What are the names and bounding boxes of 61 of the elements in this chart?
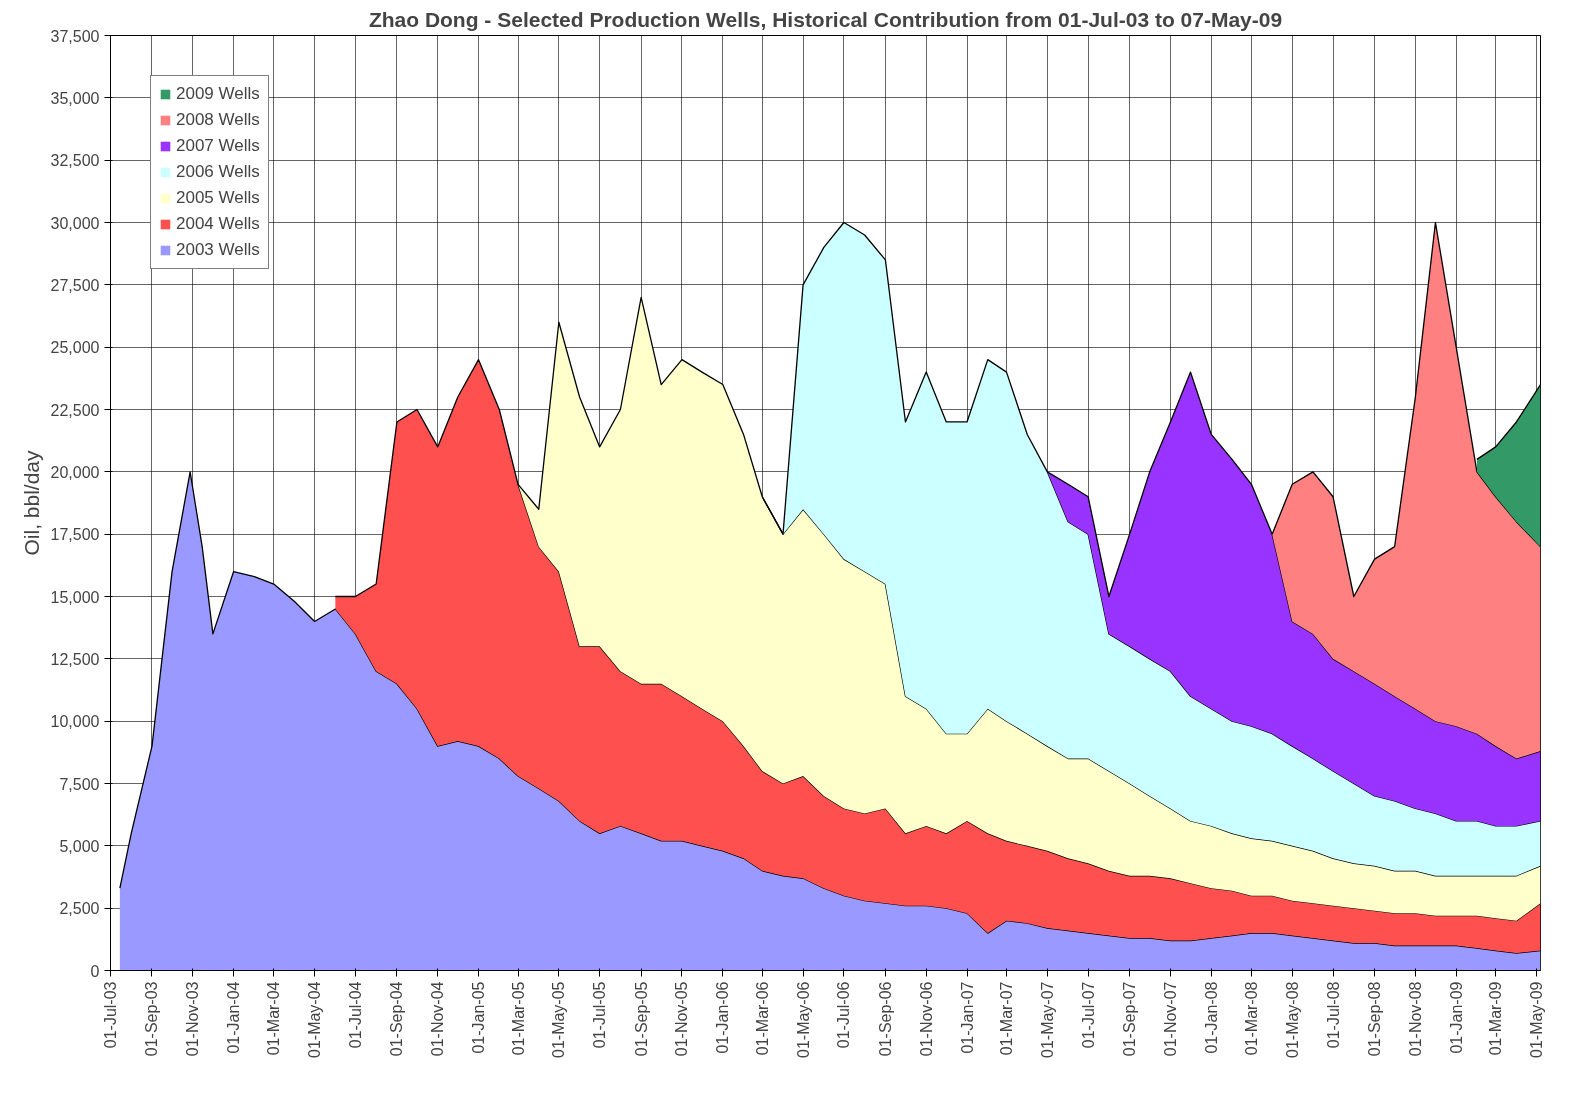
x-tick-label: 01-Nov-04 (429, 981, 447, 1057)
x-tick-label: 01-Sep-07 (1121, 981, 1139, 1057)
y-tick-label: 35,000 (50, 89, 100, 107)
x-tick-label: 01-Sep-04 (388, 981, 406, 1057)
y-tick-label: 22,500 (50, 401, 100, 419)
y-tick-label: 7,500 (59, 775, 100, 793)
x-tick-label: 01-Jan-05 (470, 981, 488, 1054)
y-tick-label: 32,500 (50, 152, 100, 170)
legend-label: 2005 Wells (176, 188, 260, 208)
x-tick-label: 01-May-08 (1283, 981, 1301, 1058)
x-tick-label: 01-May-04 (306, 981, 324, 1058)
x-tick-label: 01-Mar-07 (998, 981, 1016, 1056)
x-tick-label: 01-Nov-07 (1161, 981, 1179, 1057)
x-tick-label: 01-Mar-06 (753, 981, 771, 1056)
x-tick-label: 01-May-06 (794, 981, 812, 1058)
x-tick-label: 01-Jul-07 (1079, 981, 1097, 1049)
x-tick-label: 01-Jan-06 (714, 981, 732, 1054)
x-tick-label: 01-Nov-03 (184, 981, 202, 1057)
x-tick-label: 01-Mar-08 (1242, 981, 1260, 1056)
x-tick-label: 01-Sep-06 (876, 981, 894, 1057)
x-tick-label: 01-Jan-09 (1447, 981, 1465, 1054)
y-tick-label: 15,000 (50, 588, 100, 606)
legend-label: 2003 Wells (176, 240, 260, 260)
x-tick-label: 01-Mar-09 (1487, 981, 1505, 1056)
y-tick-label: 25,000 (50, 339, 100, 357)
x-tick-label: 01-Sep-03 (143, 981, 161, 1057)
x-tick-label: 01-Jul-06 (835, 981, 853, 1049)
x-tick-label: 01-Nov-08 (1406, 981, 1424, 1057)
x-tick-label: 01-Jul-04 (346, 981, 364, 1049)
x-tick-label: 01-Nov-05 (673, 981, 691, 1057)
y-tick-label: 5,000 (59, 837, 100, 855)
y-axis-title: Oil, bbl/day (19, 449, 43, 556)
y-tick-label: 37,500 (50, 27, 100, 45)
legend-label: 2008 Wells (176, 110, 260, 130)
x-tick-label: 01-Sep-08 (1366, 981, 1384, 1057)
y-tick-label: 20,000 (50, 463, 100, 481)
x-tick-label: 01-May-07 (1038, 981, 1056, 1058)
legend-label: 2006 Wells (176, 162, 260, 182)
x-tick-label: 01-Mar-05 (509, 981, 527, 1056)
chart-title: Zhao Dong - Selected Production Wells, Historical Contribution from 01-Jul-03 to 07-May-09 (368, 7, 1283, 31)
x-tick-label: 01-Jan-08 (1202, 981, 1220, 1054)
legend-label: 2007 Wells (176, 136, 260, 156)
x-tick-label: 01-Sep-05 (632, 981, 650, 1057)
legend-label: 2009 Wells (176, 84, 260, 104)
y-tick-label: 2,500 (59, 900, 100, 918)
x-tick-label: 01-Jul-05 (591, 981, 609, 1049)
y-tick-label: 0 (90, 962, 100, 980)
y-tick-label: 30,000 (50, 214, 100, 232)
x-tick-label: 01-Jul-03 (102, 981, 119, 1049)
x-tick-label: 01-May-05 (550, 981, 568, 1058)
x-tick-label: 01-Jan-07 (958, 981, 976, 1054)
y-tick-label: 10,000 (50, 713, 100, 731)
x-tick-label: 01-Jul-08 (1324, 981, 1342, 1049)
x-tick-label: 01-May-09 (1527, 981, 1545, 1058)
x-tick-label: 01-Jan-04 (225, 981, 243, 1054)
y-tick-label: 27,500 (50, 276, 100, 294)
x-tick-label: 01-Nov-06 (917, 981, 935, 1057)
y-tick-label: 17,500 (50, 526, 100, 544)
x-tick-label: 01-Mar-04 (265, 981, 283, 1056)
y-tick-label: 12,500 (50, 650, 100, 668)
legend-label: 2004 Wells (176, 214, 260, 234)
